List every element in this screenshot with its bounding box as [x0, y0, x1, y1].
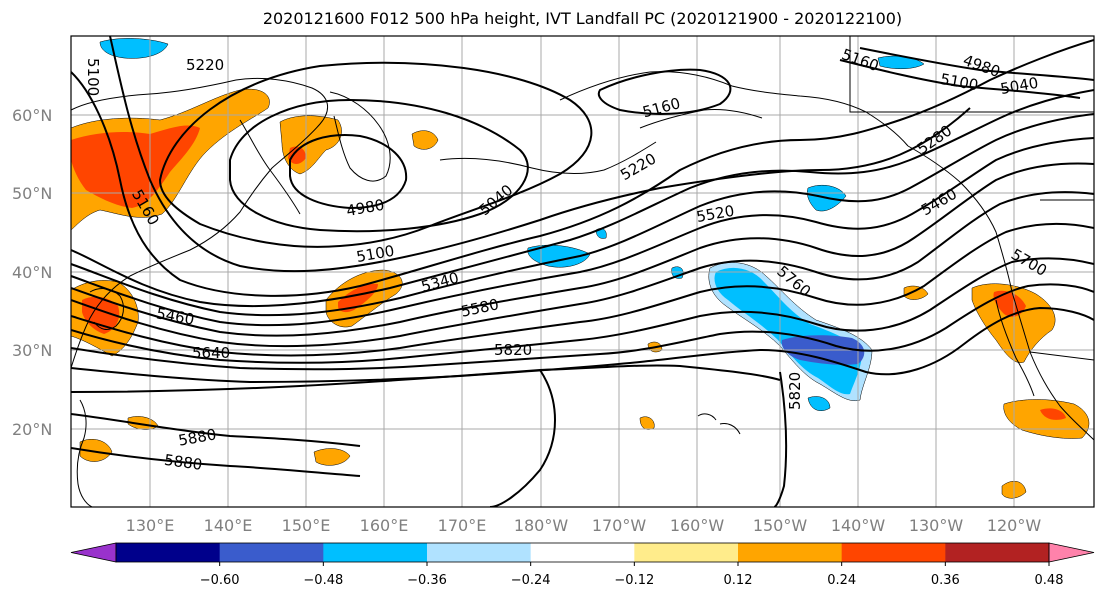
colorbar-tick-label: 0.48	[1035, 573, 1064, 588]
coast-kamchatka	[329, 91, 391, 182]
contour-4980	[289, 134, 408, 210]
contour-5640	[71, 257, 1094, 364]
lat-label-50n: 50°N	[12, 184, 52, 203]
contour-5820-a	[71, 364, 781, 393]
colorbar-segment	[116, 543, 221, 562]
coast-hawaii	[697, 413, 741, 435]
colorbar: −0.60 −0.48 −0.36 −0.24 −0.12 0.12 0.24 0.36 0.4…	[70, 542, 1095, 588]
contour-label-5220-top: 5220	[186, 56, 224, 74]
height-contours	[71, 36, 1094, 507]
lat-label-40n: 40°N	[12, 263, 52, 282]
colorbar-tick-label: −0.48	[303, 573, 343, 588]
contour-5880-a	[71, 413, 361, 447]
lon-label-130w: 130°W	[909, 516, 964, 535]
ivt-region-east-small	[903, 285, 929, 300]
ivt-region-midpacific-core	[338, 283, 378, 313]
contour-top-right	[839, 59, 1081, 99]
contour-5160-outer	[109, 36, 971, 273]
contour-5340	[71, 113, 1094, 317]
contour-5580	[71, 222, 1094, 357]
contour-5700	[71, 283, 1094, 371]
coast-asia	[71, 77, 328, 369]
coast-westcoast	[907, 145, 1094, 441]
ivt-region-mexico-core	[1040, 408, 1066, 420]
lon-label-120w: 120°W	[987, 516, 1042, 535]
colorbar-tick-label: −0.24	[511, 573, 551, 588]
colorbar-segment	[738, 543, 843, 562]
latitude-labels: 60°N 50°N 40°N 30°N 20°N	[12, 106, 52, 439]
ivt-region-east-small-2	[639, 416, 655, 430]
colorbar-segment	[427, 543, 532, 562]
colorbar-segment	[634, 543, 739, 562]
border-us-mexico	[1029, 351, 1094, 361]
contour-5400	[71, 137, 1094, 327]
colorbar-tick-label: −0.60	[200, 573, 240, 588]
colorbar-tick-label: −0.12	[614, 573, 654, 588]
ivt-region-aleut-small	[411, 130, 439, 150]
contour-5460	[71, 162, 1094, 337]
contour-gulf-alaska	[597, 68, 732, 115]
lon-label-130e: 130°E	[126, 516, 175, 535]
lon-label-160e: 160°E	[360, 516, 409, 535]
contour-5520	[71, 191, 1094, 348]
lat-label-20n: 20°N	[12, 420, 52, 439]
lat-label-30n: 30°N	[12, 341, 52, 360]
colorbar-outline	[115, 542, 1050, 563]
lon-label-160w: 160°W	[670, 516, 725, 535]
contour-5100	[158, 61, 593, 248]
ivt-region-neg-small-2	[807, 396, 831, 411]
colorbar-segment	[945, 543, 1050, 562]
lat-label-60n: 60°N	[12, 106, 52, 125]
contour-5820-b	[773, 371, 788, 507]
coast-philippines	[76, 399, 93, 507]
colorbar-extend-high	[1048, 542, 1095, 563]
contour-5820-c	[489, 369, 556, 507]
lon-label-140e: 140°E	[204, 516, 253, 535]
contour-label-5880-b: 5880	[163, 451, 203, 474]
plot-frame	[70, 35, 1095, 508]
contour-5760	[71, 306, 1094, 384]
colorbar-segment	[323, 543, 428, 562]
colorbar-tick-label: −0.36	[407, 573, 447, 588]
colorbar-tick-label: 0.12	[724, 573, 753, 588]
ivt-region-japan-core	[82, 296, 120, 334]
ivt-region-south-1	[313, 448, 351, 466]
ivt-region-neg-top	[99, 38, 169, 59]
ivt-region-south-3	[79, 439, 113, 462]
lon-label-140w: 140°W	[831, 516, 886, 535]
coast-mexico-baja	[995, 299, 1035, 397]
contour-label-5100-left: 5100	[84, 58, 102, 96]
map-title: 2020121600 F012 500 hPa height, IVT Land…	[262, 9, 903, 28]
contour-label-5820-mid: 5820	[494, 341, 532, 359]
lon-label-150e: 150°E	[282, 516, 331, 535]
contour-5280	[71, 89, 1094, 308]
coast-sea-okhotsk	[239, 119, 301, 215]
colorbar-segment	[841, 543, 946, 562]
colorbar-segment	[219, 543, 324, 562]
lon-label-180w: 180°W	[514, 516, 569, 535]
colorbar-tick-label: 0.24	[827, 573, 856, 588]
contour-5220	[71, 39, 1094, 297]
lon-label-170w: 170°W	[592, 516, 647, 535]
colorbar-segment	[530, 543, 635, 562]
ivt-region-neg-dateline	[527, 244, 591, 268]
lon-label-150w: 150°W	[753, 516, 808, 535]
ivt-region-asia-north-core	[71, 125, 200, 208]
colorbar-extend-low	[70, 542, 117, 563]
colorbar-tick-label: 0.36	[931, 573, 960, 588]
contour-5880-b	[71, 447, 361, 477]
longitude-labels: 130°E 140°E 150°E 160°E 170°E 180°W 170°…	[126, 516, 1042, 535]
contour-top-right-2	[859, 47, 1094, 81]
contour-label-5640: 5640	[192, 344, 230, 362]
contour-5040	[229, 98, 529, 233]
contour-label-5820-vert: 5820	[786, 372, 804, 410]
lon-label-170e: 170°E	[438, 516, 487, 535]
